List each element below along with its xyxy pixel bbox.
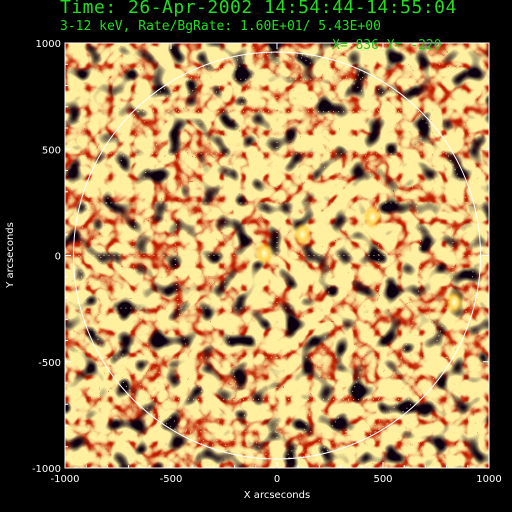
x-axis-label: X arcseconds (244, 490, 310, 501)
longitude-line (100, 51, 278, 460)
energy-rate-subtitle: 3-12 keV, Rate/BgRate: 1.60E+01/ 5.43E+0… (60, 19, 381, 34)
axis-ticks: -1000 -500 0 500 1000 -1000 -500 0 500 1000 (32, 39, 502, 485)
longitude-line (276, 51, 475, 460)
bright-source-2 (363, 205, 382, 230)
bright-source-1 (255, 241, 274, 266)
x-tick-label: -500 (160, 474, 183, 485)
x-tick-label: 0 (274, 474, 280, 485)
x-tick-label: -1000 (50, 474, 79, 485)
y-tick-label: -500 (38, 358, 61, 369)
time-title: Time: 26-Apr-2002 14:54:44-14:55:04 (60, 0, 457, 18)
bright-source-3 (293, 222, 312, 247)
y-tick-label: 500 (42, 145, 61, 156)
longitude-line (79, 51, 278, 460)
y-tick-label: -1000 (32, 464, 61, 475)
y-axis-label: Y arcseconds (5, 222, 16, 289)
longitude-line (223, 51, 278, 460)
bright-sources (255, 205, 464, 315)
heliographic-grid (73, 51, 481, 460)
solar-limb-circle (72, 51, 482, 460)
bright-source-0 (445, 290, 464, 315)
longitude-line (276, 51, 454, 460)
cursor-coordinates-readout: X= 836 Y= -220 (332, 38, 442, 53)
longitude-line (276, 51, 331, 460)
x-tick-label: 500 (373, 474, 392, 485)
y-tick-label: 0 (55, 252, 61, 263)
x-tick-label: 1000 (476, 474, 501, 485)
heatmap-image (65, 43, 489, 468)
y-tick-label: 1000 (36, 39, 61, 50)
